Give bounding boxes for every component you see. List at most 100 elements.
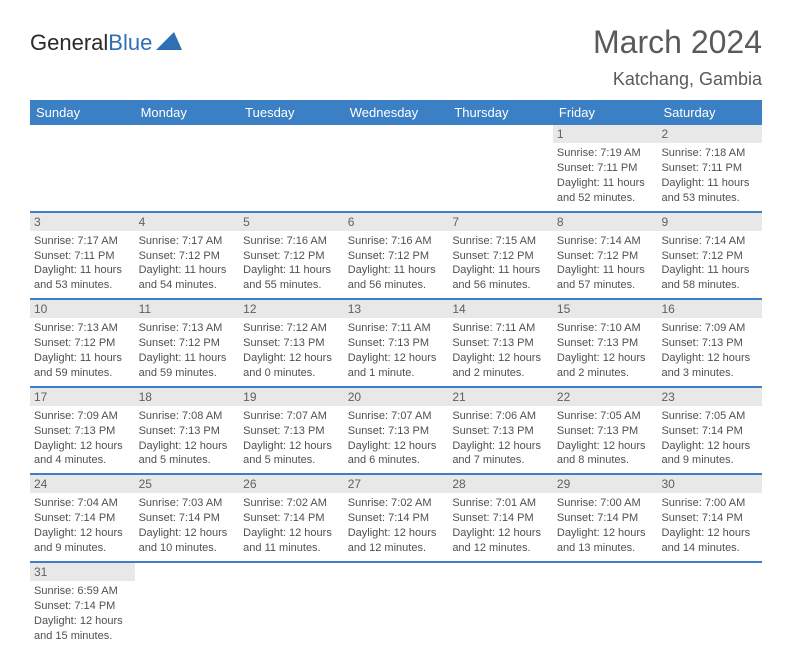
sunrise-text: Sunrise: 7:09 AM — [661, 321, 758, 336]
sunset-text: Sunset: 7:13 PM — [243, 424, 340, 439]
day-cell: 19Sunrise: 7:07 AMSunset: 7:13 PMDayligh… — [239, 388, 344, 474]
day-cell: 9Sunrise: 7:14 AMSunset: 7:12 PMDaylight… — [657, 213, 762, 299]
empty-cell — [135, 125, 240, 211]
empty-cell — [553, 563, 658, 649]
sunset-text: Sunset: 7:12 PM — [452, 249, 549, 264]
title-block: March 2024 Katchang, Gambia — [593, 24, 762, 90]
daylight-text: Daylight: 12 hours and 8 minutes. — [557, 439, 654, 469]
week-row: 31Sunrise: 6:59 AMSunset: 7:14 PMDayligh… — [30, 563, 762, 649]
empty-cell — [135, 563, 240, 649]
day-cell: 27Sunrise: 7:02 AMSunset: 7:14 PMDayligh… — [344, 475, 449, 561]
day-number: 13 — [344, 300, 449, 318]
daylight-text: Daylight: 11 hours and 56 minutes. — [348, 263, 445, 293]
day-cell: 7Sunrise: 7:15 AMSunset: 7:12 PMDaylight… — [448, 213, 553, 299]
sunset-text: Sunset: 7:13 PM — [661, 336, 758, 351]
sunrise-text: Sunrise: 7:04 AM — [34, 496, 131, 511]
daylight-text: Daylight: 11 hours and 57 minutes. — [557, 263, 654, 293]
day-cell: 18Sunrise: 7:08 AMSunset: 7:13 PMDayligh… — [135, 388, 240, 474]
sunrise-text: Sunrise: 7:02 AM — [348, 496, 445, 511]
day-cell: 4Sunrise: 7:17 AMSunset: 7:12 PMDaylight… — [135, 213, 240, 299]
day-cell: 25Sunrise: 7:03 AMSunset: 7:14 PMDayligh… — [135, 475, 240, 561]
week-row: 3Sunrise: 7:17 AMSunset: 7:11 PMDaylight… — [30, 213, 762, 301]
day-header-row: SundayMondayTuesdayWednesdayThursdayFrid… — [30, 100, 762, 125]
daylight-text: Daylight: 11 hours and 53 minutes. — [661, 176, 758, 206]
day-header-cell: Friday — [553, 100, 658, 125]
empty-cell — [448, 563, 553, 649]
day-cell: 3Sunrise: 7:17 AMSunset: 7:11 PMDaylight… — [30, 213, 135, 299]
day-number: 15 — [553, 300, 658, 318]
week-row: 1Sunrise: 7:19 AMSunset: 7:11 PMDaylight… — [30, 125, 762, 213]
sunrise-text: Sunrise: 7:14 AM — [557, 234, 654, 249]
day-cell: 22Sunrise: 7:05 AMSunset: 7:13 PMDayligh… — [553, 388, 658, 474]
day-number: 19 — [239, 388, 344, 406]
daylight-text: Daylight: 12 hours and 2 minutes. — [557, 351, 654, 381]
day-number: 17 — [30, 388, 135, 406]
daylight-text: Daylight: 12 hours and 0 minutes. — [243, 351, 340, 381]
day-cell: 17Sunrise: 7:09 AMSunset: 7:13 PMDayligh… — [30, 388, 135, 474]
sunrise-text: Sunrise: 7:06 AM — [452, 409, 549, 424]
sunset-text: Sunset: 7:12 PM — [243, 249, 340, 264]
sunset-text: Sunset: 7:12 PM — [348, 249, 445, 264]
day-number: 1 — [553, 125, 658, 143]
daylight-text: Daylight: 12 hours and 14 minutes. — [661, 526, 758, 556]
day-cell: 26Sunrise: 7:02 AMSunset: 7:14 PMDayligh… — [239, 475, 344, 561]
sunrise-text: Sunrise: 7:03 AM — [139, 496, 236, 511]
day-cell: 30Sunrise: 7:00 AMSunset: 7:14 PMDayligh… — [657, 475, 762, 561]
day-number: 29 — [553, 475, 658, 493]
sunset-text: Sunset: 7:14 PM — [452, 511, 549, 526]
sunset-text: Sunset: 7:13 PM — [452, 424, 549, 439]
brand-part1: General — [30, 30, 108, 56]
empty-cell — [239, 125, 344, 211]
day-number: 25 — [135, 475, 240, 493]
day-number: 26 — [239, 475, 344, 493]
day-number: 9 — [657, 213, 762, 231]
day-number: 12 — [239, 300, 344, 318]
day-cell: 31Sunrise: 6:59 AMSunset: 7:14 PMDayligh… — [30, 563, 135, 649]
daylight-text: Daylight: 12 hours and 6 minutes. — [348, 439, 445, 469]
sunset-text: Sunset: 7:14 PM — [139, 511, 236, 526]
sunrise-text: Sunrise: 7:11 AM — [348, 321, 445, 336]
sunset-text: Sunset: 7:12 PM — [557, 249, 654, 264]
day-cell: 29Sunrise: 7:00 AMSunset: 7:14 PMDayligh… — [553, 475, 658, 561]
daylight-text: Daylight: 12 hours and 9 minutes. — [34, 526, 131, 556]
day-cell: 2Sunrise: 7:18 AMSunset: 7:11 PMDaylight… — [657, 125, 762, 211]
day-number: 14 — [448, 300, 553, 318]
empty-cell — [657, 563, 762, 649]
daylight-text: Daylight: 12 hours and 13 minutes. — [557, 526, 654, 556]
sunrise-text: Sunrise: 7:08 AM — [139, 409, 236, 424]
day-cell: 5Sunrise: 7:16 AMSunset: 7:12 PMDaylight… — [239, 213, 344, 299]
weeks-container: 1Sunrise: 7:19 AMSunset: 7:11 PMDaylight… — [30, 125, 762, 648]
sunrise-text: Sunrise: 7:19 AM — [557, 146, 654, 161]
sunrise-text: Sunrise: 6:59 AM — [34, 584, 131, 599]
sunset-text: Sunset: 7:13 PM — [452, 336, 549, 351]
day-number: 21 — [448, 388, 553, 406]
sunrise-text: Sunrise: 7:15 AM — [452, 234, 549, 249]
sunset-text: Sunset: 7:13 PM — [348, 424, 445, 439]
day-cell: 21Sunrise: 7:06 AMSunset: 7:13 PMDayligh… — [448, 388, 553, 474]
sunset-text: Sunset: 7:11 PM — [661, 161, 758, 176]
daylight-text: Daylight: 11 hours and 52 minutes. — [557, 176, 654, 206]
month-title: March 2024 — [593, 24, 762, 61]
day-cell: 1Sunrise: 7:19 AMSunset: 7:11 PMDaylight… — [553, 125, 658, 211]
daylight-text: Daylight: 11 hours and 53 minutes. — [34, 263, 131, 293]
sunset-text: Sunset: 7:13 PM — [243, 336, 340, 351]
sunset-text: Sunset: 7:12 PM — [661, 249, 758, 264]
day-cell: 23Sunrise: 7:05 AMSunset: 7:14 PMDayligh… — [657, 388, 762, 474]
sunrise-text: Sunrise: 7:09 AM — [34, 409, 131, 424]
empty-cell — [30, 125, 135, 211]
page: GeneralBlue March 2024 Katchang, Gambia … — [0, 0, 792, 672]
day-cell: 8Sunrise: 7:14 AMSunset: 7:12 PMDaylight… — [553, 213, 658, 299]
daylight-text: Daylight: 12 hours and 4 minutes. — [34, 439, 131, 469]
daylight-text: Daylight: 12 hours and 3 minutes. — [661, 351, 758, 381]
day-header-cell: Tuesday — [239, 100, 344, 125]
sunrise-text: Sunrise: 7:01 AM — [452, 496, 549, 511]
daylight-text: Daylight: 11 hours and 56 minutes. — [452, 263, 549, 293]
day-number: 20 — [344, 388, 449, 406]
day-number: 18 — [135, 388, 240, 406]
brand-part2: Blue — [108, 30, 152, 56]
day-number: 16 — [657, 300, 762, 318]
daylight-text: Daylight: 12 hours and 2 minutes. — [452, 351, 549, 381]
sunset-text: Sunset: 7:12 PM — [139, 249, 236, 264]
sunset-text: Sunset: 7:14 PM — [34, 599, 131, 614]
day-cell: 24Sunrise: 7:04 AMSunset: 7:14 PMDayligh… — [30, 475, 135, 561]
